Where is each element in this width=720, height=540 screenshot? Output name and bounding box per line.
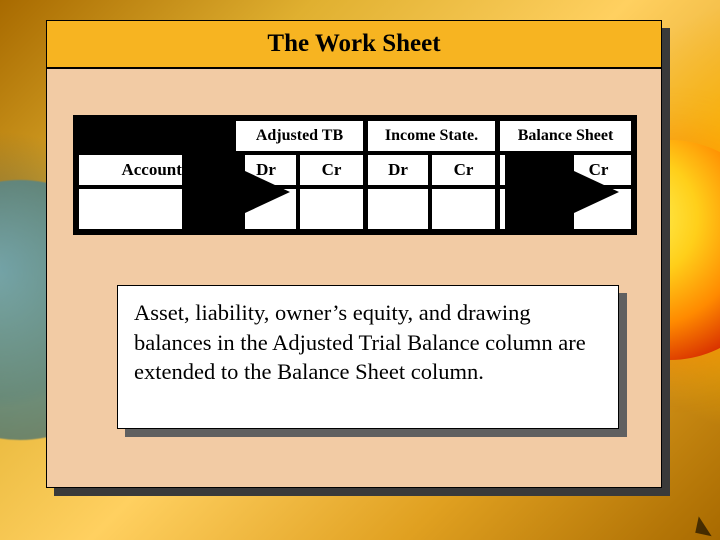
title-bar: The Work Sheet — [47, 21, 661, 69]
sub-dr-2: Dr — [368, 155, 428, 185]
callout-text: Asset, liability, owner’s equity, and dr… — [134, 298, 602, 387]
content-panel: The Work Sheet Adjusted TB Income State.… — [46, 20, 662, 488]
arrow-accounts-to-adjusted-icon — [182, 155, 290, 229]
page-title: The Work Sheet — [267, 30, 440, 58]
callout-box: Asset, liability, owner’s equity, and dr… — [117, 285, 619, 429]
col-header-adjusted-tb: Adjusted TB — [236, 121, 363, 151]
data-cell-cr1 — [300, 189, 363, 229]
sub-cr-1: Cr — [300, 155, 363, 185]
arrow-adjusted-to-balance-icon — [505, 155, 619, 229]
data-cell-dr2 — [368, 189, 428, 229]
col-header-income-state: Income State. — [368, 121, 495, 151]
worksheet-grid: Adjusted TB Income State. Balance Sheet … — [73, 115, 637, 235]
sub-cr-2: Cr — [432, 155, 495, 185]
col-header-balance-sheet: Balance Sheet — [500, 121, 631, 151]
data-cell-cr2 — [432, 189, 495, 229]
